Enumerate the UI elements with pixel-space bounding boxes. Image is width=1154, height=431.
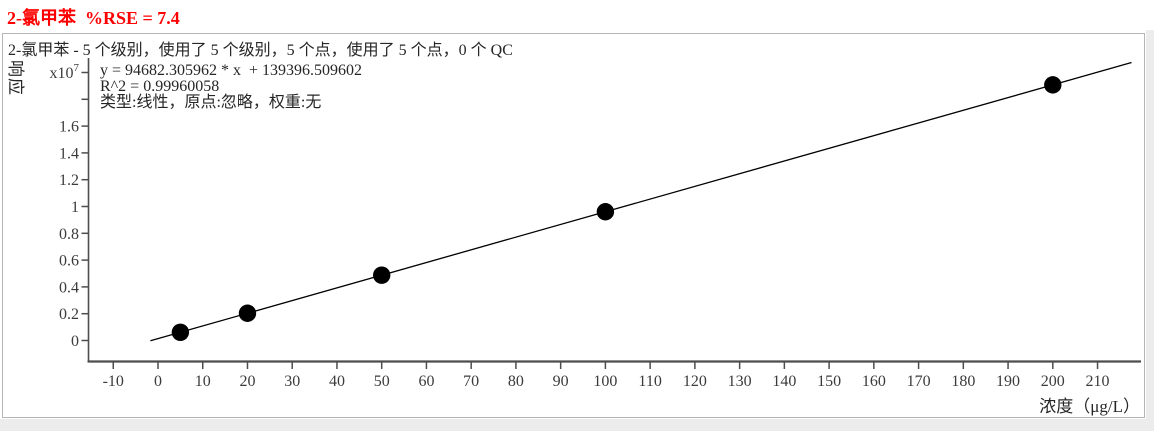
x-tick-label: 10 [195,373,211,390]
y-tick-label: 1.6 [59,119,79,136]
y-tick-label: x107 [50,62,80,82]
data-point [373,266,391,284]
fit-line [150,61,1132,342]
x-tick-label: 140 [772,373,796,390]
data-point [596,203,615,221]
x-tick-label: 180 [951,373,975,390]
x-tick-label: 60 [418,373,434,390]
y-tick-label: 0.2 [59,306,79,323]
x-tick-label: 190 [996,373,1020,390]
data-point [238,304,257,322]
y-tick-label: 0.4 [59,279,79,296]
x-tick-label: 50 [374,373,390,390]
y-tick-label: 1 [71,199,79,216]
fit-r-squared: R^2 = 0.99960058 [100,78,220,95]
x-tick-label: 100 [593,373,617,390]
x-tick-label: 150 [817,373,841,390]
x-tick-label: 0 [154,373,162,390]
x-tick-label: 160 [862,373,886,390]
x-tick-label: 120 [683,373,707,390]
x-tick-label: 80 [508,373,524,390]
y-tick-label: 1.2 [59,172,79,189]
fit-equation-block: y = 94682.305962 * x + 139396.509602 R^2… [100,63,362,111]
y-tick-label: 0 [71,333,79,350]
y-tick-label: 1.4 [59,145,79,162]
x-tick-label: 130 [728,373,752,390]
x-tick-label: 40 [329,373,345,390]
fit-equation: y = 94682.305962 * x + 139396.509602 [100,62,363,79]
x-axis-title: 浓度（μg/L） [1039,397,1140,416]
y-tick-label: 0.8 [59,226,79,243]
x-tick-label: 20 [239,373,255,390]
x-tick-label: 170 [907,373,931,390]
data-point [1044,76,1062,94]
x-tick-label: 110 [638,373,661,390]
x-tick-label: 200 [1041,373,1065,390]
compound-title: 2-氯甲苯 %RSE = 7.4 [7,8,180,28]
data-point [171,323,190,341]
y-tick-label: 0.6 [59,253,79,270]
panel-bottom-gutter [0,419,1154,431]
x-tick-label: 210 [1086,373,1110,390]
calibration-summary: 2-氯甲苯 - 5 个级别，使用了 5 个级别，5 个点，使用了 5 个点，0 … [8,42,513,59]
x-tick-label: -10 [103,373,124,390]
x-tick-label: 30 [284,373,300,390]
calibration-plot: 0 0.2 0.4 0.6 0.8 1 1.2 1.4 1.6 x107 -10 0 10 20 30 40 5… [50,58,1141,390]
x-tick-label: 70 [463,373,479,390]
calibration-curve-panel: 2-氯甲苯 - 5 个级别，使用了 5 个级别，5 个点，使用了 5 个点，0 … [2,33,1145,418]
fit-model-settings: 类型:线性，原点:忽略，权重:无 [100,94,322,111]
x-tick-label: 90 [553,373,569,390]
panel-right-gutter [1146,30,1154,431]
